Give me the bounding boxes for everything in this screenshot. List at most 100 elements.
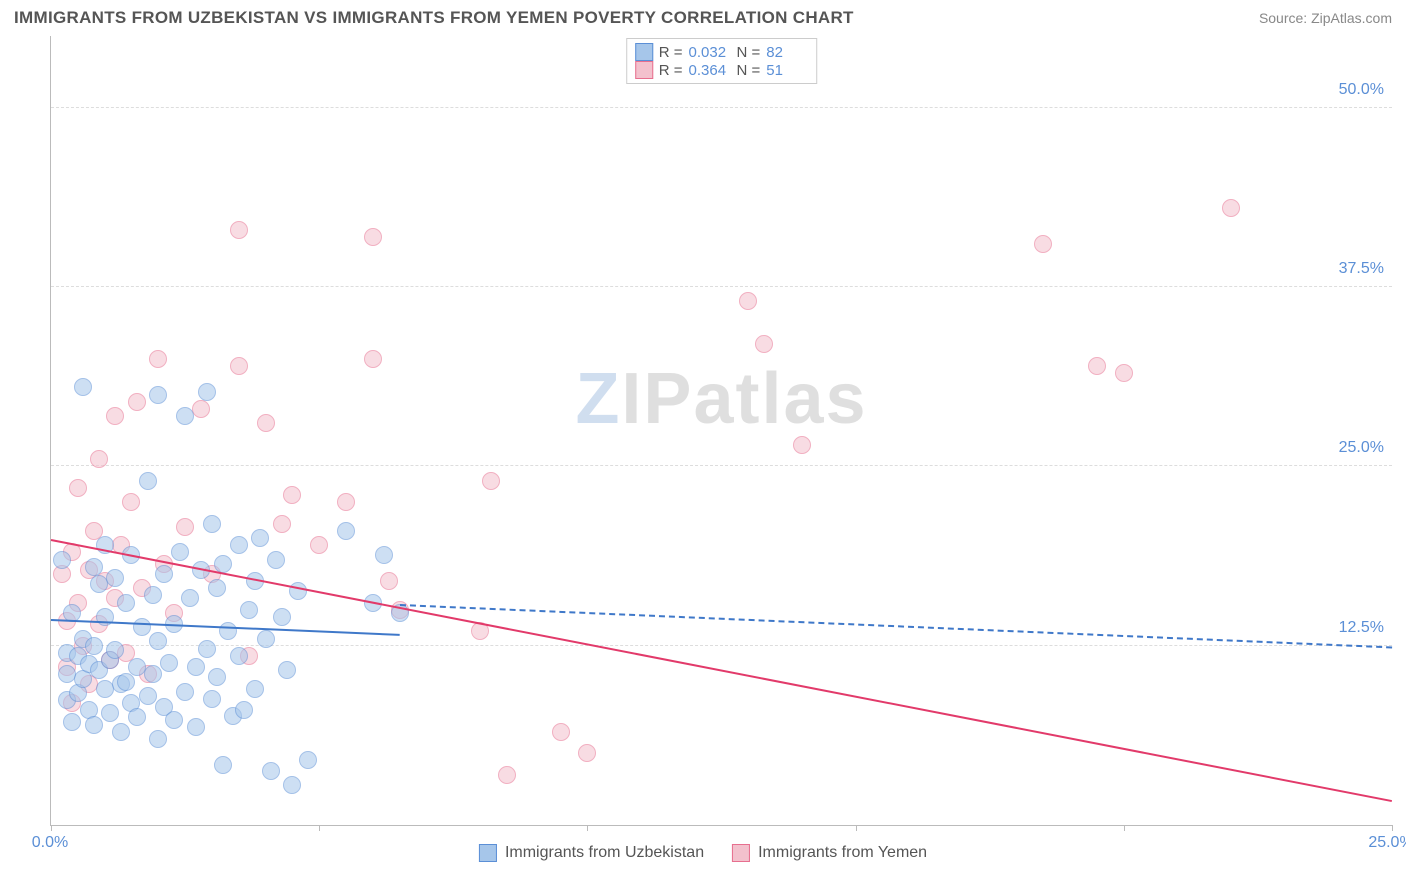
series-legend: Immigrants from Uzbekistan Immigrants fr…: [479, 844, 927, 862]
uzbekistan-point: [181, 589, 199, 607]
legend-item-yemen: Immigrants from Yemen: [732, 844, 927, 862]
uzbekistan-point: [230, 647, 248, 665]
legend-item-uzbekistan: Immigrants from Uzbekistan: [479, 844, 704, 862]
uzbekistan-point: [58, 665, 76, 683]
uzbekistan-point: [198, 383, 216, 401]
uzbekistan-point: [251, 529, 269, 547]
uzbekistan-point: [112, 723, 130, 741]
uzbekistan-point: [149, 386, 167, 404]
uzbekistan-point: [144, 586, 162, 604]
yemen-point: [739, 292, 757, 310]
r-value-yemen: 0.364: [689, 62, 731, 79]
uzbekistan-point: [176, 683, 194, 701]
x-tick: [51, 825, 52, 831]
uzbekistan-point: [149, 632, 167, 650]
uzbekistan-point: [149, 730, 167, 748]
trendline-uzbekistan-dashed: [400, 604, 1392, 648]
legend-row-yemen: R = 0.364 N = 51: [635, 61, 809, 79]
n-label: N =: [737, 44, 761, 61]
yemen-point: [498, 766, 516, 784]
uzbekistan-point: [117, 594, 135, 612]
uzbekistan-point: [85, 558, 103, 576]
plot-area: ZIPatlas R = 0.032 N = 82 R = 0.364 N = …: [50, 36, 1392, 826]
swatch-yemen: [732, 844, 750, 862]
yemen-point: [192, 400, 210, 418]
uzbekistan-point: [160, 654, 178, 672]
yemen-point: [482, 472, 500, 490]
chart-container: Poverty ZIPatlas R = 0.032 N = 82 R = 0.…: [14, 36, 1392, 866]
uzbekistan-point: [262, 762, 280, 780]
n-value-yemen: 51: [766, 62, 808, 79]
yemen-point: [1115, 364, 1133, 382]
uzbekistan-point: [235, 701, 253, 719]
uzbekistan-point: [165, 711, 183, 729]
x-tick: [856, 825, 857, 831]
legend-label-yemen: Immigrants from Yemen: [758, 844, 927, 862]
yemen-point: [149, 350, 167, 368]
yemen-point: [364, 228, 382, 246]
yemen-point: [69, 479, 87, 497]
yemen-point: [755, 335, 773, 353]
yemen-point: [283, 486, 301, 504]
yemen-point: [1088, 357, 1106, 375]
chart-title: IMMIGRANTS FROM UZBEKISTAN VS IMMIGRANTS…: [14, 8, 854, 28]
swatch-yemen: [635, 61, 653, 79]
yemen-point: [106, 407, 124, 425]
uzbekistan-point: [219, 622, 237, 640]
uzbekistan-point: [198, 640, 216, 658]
watermark-z: Z: [575, 359, 621, 439]
legend-label-uzbekistan: Immigrants from Uzbekistan: [505, 844, 704, 862]
n-label: N =: [737, 62, 761, 79]
y-tick-label: 25.0%: [1339, 439, 1384, 457]
x-tick: [1124, 825, 1125, 831]
trendline-yemen: [51, 539, 1392, 802]
uzbekistan-point: [187, 658, 205, 676]
x-tick-left: 0.0%: [32, 834, 68, 852]
x-tick: [319, 825, 320, 831]
uzbekistan-point: [139, 472, 157, 490]
yemen-point: [310, 536, 328, 554]
swatch-uzbekistan: [635, 43, 653, 61]
yemen-point: [230, 221, 248, 239]
uzbekistan-point: [101, 704, 119, 722]
x-tick-right: 25.0%: [1368, 834, 1406, 852]
uzbekistan-point: [106, 641, 124, 659]
x-tick: [1392, 825, 1393, 831]
uzbekistan-point: [106, 569, 124, 587]
watermark-rest: IPatlas: [621, 359, 867, 439]
r-label: R =: [659, 62, 683, 79]
r-label: R =: [659, 44, 683, 61]
uzbekistan-point: [267, 551, 285, 569]
uzbekistan-point: [53, 551, 71, 569]
yemen-point: [364, 350, 382, 368]
y-tick-label: 50.0%: [1339, 81, 1384, 99]
yemen-point: [380, 572, 398, 590]
uzbekistan-point: [257, 630, 275, 648]
x-tick: [587, 825, 588, 831]
uzbekistan-point: [85, 637, 103, 655]
yemen-point: [257, 414, 275, 432]
yemen-point: [273, 515, 291, 533]
yemen-point: [176, 518, 194, 536]
uzbekistan-point: [133, 618, 151, 636]
swatch-uzbekistan: [479, 844, 497, 862]
yemen-point: [1034, 235, 1052, 253]
correlation-legend: R = 0.032 N = 82 R = 0.364 N = 51: [626, 38, 818, 84]
uzbekistan-point: [63, 713, 81, 731]
uzbekistan-point: [246, 680, 264, 698]
yemen-point: [793, 436, 811, 454]
uzbekistan-point: [299, 751, 317, 769]
gridline: [51, 107, 1392, 108]
yemen-point: [552, 723, 570, 741]
yemen-point: [578, 744, 596, 762]
yemen-point: [337, 493, 355, 511]
uzbekistan-point: [283, 776, 301, 794]
uzbekistan-point: [187, 718, 205, 736]
y-tick-label: 37.5%: [1339, 260, 1384, 278]
watermark: ZIPatlas: [575, 358, 867, 440]
chart-header: IMMIGRANTS FROM UZBEKISTAN VS IMMIGRANTS…: [0, 0, 1406, 32]
source-label: Source: ZipAtlas.com: [1259, 10, 1392, 26]
n-value-uzbekistan: 82: [766, 44, 808, 61]
uzbekistan-point: [144, 665, 162, 683]
legend-row-uzbekistan: R = 0.032 N = 82: [635, 43, 809, 61]
